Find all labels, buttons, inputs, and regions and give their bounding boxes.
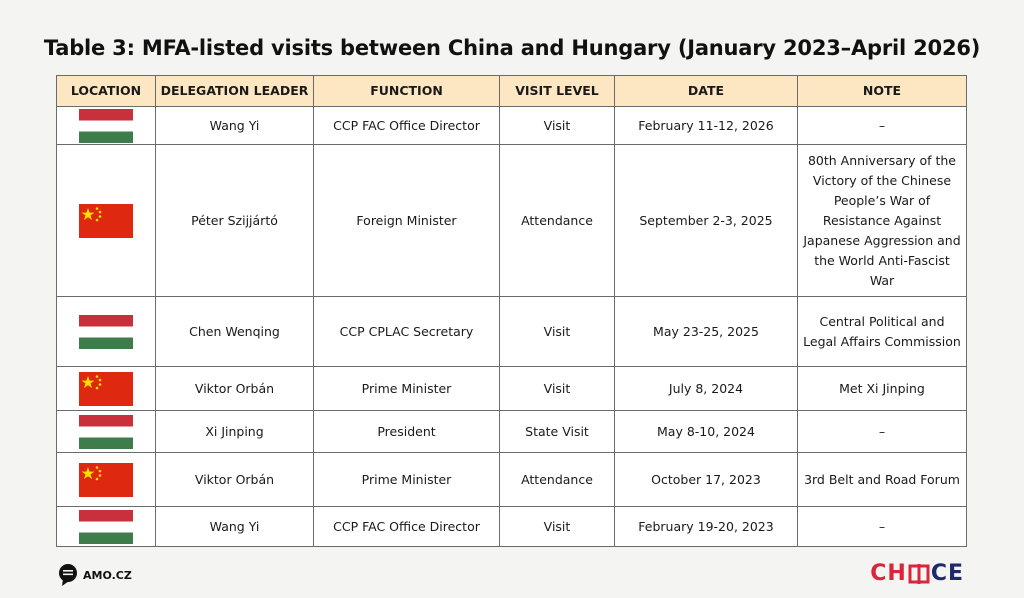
function-cell: Foreign Minister	[313, 144, 500, 297]
date-cell: February 11-12, 2026	[614, 106, 798, 145]
hungary-flag-icon	[79, 314, 133, 349]
amo-logo-text: AMO.CZ	[83, 568, 132, 582]
choice-logo[interactable]: CH CE	[870, 561, 964, 586]
function-cell: CCP FAC Office Director	[313, 506, 500, 547]
amo-footer-logo[interactable]: AMO.CZ	[58, 564, 132, 586]
level-cell: State Visit	[499, 410, 615, 453]
note-cell: –	[797, 506, 967, 547]
function-cell: Prime Minister	[313, 452, 500, 507]
note-cell: Central Political and Legal Affairs Comm…	[797, 296, 967, 367]
hungary-flag-icon	[79, 509, 133, 544]
level-cell: Visit	[499, 506, 615, 547]
china-flag-icon	[79, 371, 133, 406]
location-cell	[56, 410, 156, 453]
note-cell: –	[797, 106, 967, 145]
location-cell	[56, 296, 156, 367]
location-cell	[56, 452, 156, 507]
leader-cell: Chen Wenqing	[155, 296, 314, 367]
choice-logo-text-end: CE	[930, 561, 964, 586]
leader-cell: Viktor Orbán	[155, 452, 314, 507]
column-header-delegation-leader: DELEGATION LEADER	[155, 75, 314, 107]
leader-cell: Wang Yi	[155, 106, 314, 145]
leader-cell: Wang Yi	[155, 506, 314, 547]
note-cell: Met Xi Jinping	[797, 366, 967, 411]
level-cell: Attendance	[499, 452, 615, 507]
table-row: Péter Szijjártó Foreign Minister Attenda…	[56, 144, 967, 297]
location-cell	[56, 144, 156, 297]
date-cell: July 8, 2024	[614, 366, 798, 411]
level-cell: Visit	[499, 106, 615, 145]
date-cell: September 2-3, 2025	[614, 144, 798, 297]
level-cell: Visit	[499, 296, 615, 367]
function-cell: CCP FAC Office Director	[313, 106, 500, 145]
leader-cell: Xi Jinping	[155, 410, 314, 453]
choice-logo-text-start: CH	[870, 561, 907, 586]
note-cell: 80th Anniversary of the Victory of the C…	[797, 144, 967, 297]
location-cell	[56, 106, 156, 145]
location-cell	[56, 506, 156, 547]
column-header-visit-level: VISIT LEVEL	[499, 75, 615, 107]
date-cell: October 17, 2023	[614, 452, 798, 507]
function-cell: President	[313, 410, 500, 453]
location-cell	[56, 366, 156, 411]
china-flag-icon	[79, 203, 133, 238]
page-title: Table 3: MFA-listed visits between China…	[43, 36, 981, 60]
table-header-row: LOCATION DELEGATION LEADER FUNCTION VISI…	[56, 75, 967, 107]
table-row: Wang Yi CCP FAC Office Director Visit Fe…	[56, 506, 967, 547]
date-cell: May 8-10, 2024	[614, 410, 798, 453]
leader-cell: Viktor Orbán	[155, 366, 314, 411]
visits-table: LOCATION DELEGATION LEADER FUNCTION VISI…	[56, 75, 967, 547]
choice-o-mark-icon	[908, 563, 930, 584]
note-cell: 3rd Belt and Road Forum	[797, 452, 967, 507]
hungary-flag-icon	[79, 414, 133, 449]
date-cell: May 23-25, 2025	[614, 296, 798, 367]
table-row: Wang Yi CCP FAC Office Director Visit Fe…	[56, 106, 967, 145]
hungary-flag-icon	[79, 108, 133, 143]
note-cell: –	[797, 410, 967, 453]
function-cell: Prime Minister	[313, 366, 500, 411]
table-row: Chen Wenqing CCP CPLAC Secretary Visit M…	[56, 296, 967, 367]
table-row: Xi Jinping President State Visit May 8-1…	[56, 410, 967, 453]
column-header-function: FUNCTION	[313, 75, 500, 107]
column-header-date: DATE	[614, 75, 798, 107]
leader-cell: Péter Szijjártó	[155, 144, 314, 297]
column-header-note: NOTE	[797, 75, 967, 107]
table-row: Viktor Orbán Prime Minister Visit July 8…	[56, 366, 967, 411]
level-cell: Attendance	[499, 144, 615, 297]
china-flag-icon	[79, 462, 133, 497]
column-header-location: LOCATION	[56, 75, 156, 107]
function-cell: CCP CPLAC Secretary	[313, 296, 500, 367]
table-row: Viktor Orbán Prime Minister Attendance O…	[56, 452, 967, 507]
date-cell: February 19-20, 2023	[614, 506, 798, 547]
amo-speech-bubble-icon	[59, 564, 77, 586]
level-cell: Visit	[499, 366, 615, 411]
